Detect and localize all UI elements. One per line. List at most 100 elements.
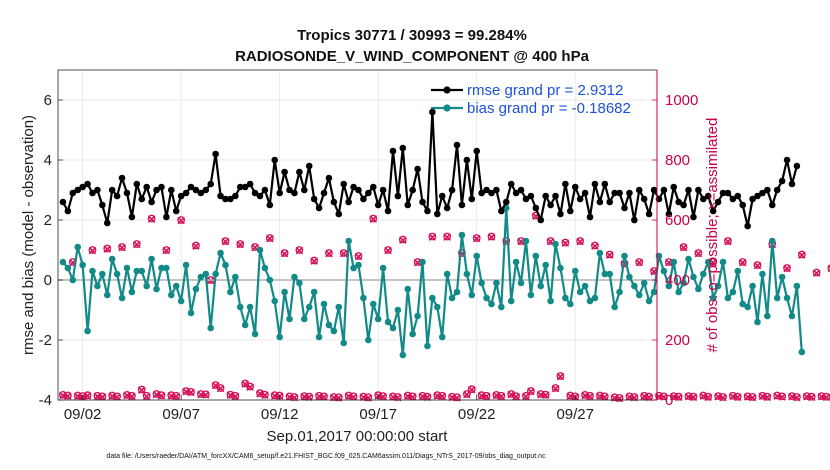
x-axis-ticks: 09/02 09/07 09/12 09/17 09/22 09/27 <box>64 395 594 423</box>
obs-assimilated-point <box>798 251 806 259</box>
rmse-point <box>517 186 525 194</box>
obs-possible-point <box>147 214 156 223</box>
rmse-point <box>719 189 727 197</box>
bias-point <box>246 303 254 311</box>
obs-assimilated-point <box>734 393 742 402</box>
obs-possible-point <box>591 241 599 250</box>
rmse-point <box>167 186 175 194</box>
obs-possible-point <box>738 258 747 266</box>
bias-point <box>197 273 205 281</box>
obs-assimilated-point <box>472 234 481 243</box>
bias-point <box>749 282 756 290</box>
rmse-point <box>793 162 801 170</box>
rmse-point <box>547 201 554 209</box>
bias-point <box>182 261 190 269</box>
rmse-point <box>463 156 471 164</box>
bias-point <box>547 297 554 305</box>
obs-assimilated-point <box>408 393 417 401</box>
bias-point <box>69 276 77 284</box>
obs-possible-point <box>325 249 333 257</box>
bias-point <box>478 279 485 287</box>
obs-assimilated-point <box>487 233 496 241</box>
obs-possible-point <box>689 392 698 401</box>
bias-point <box>562 294 569 302</box>
bias-point <box>709 294 717 302</box>
obs-assimilated-point <box>320 393 328 401</box>
obs-possible-point <box>482 391 491 400</box>
bias-point <box>434 303 441 311</box>
rmse-point <box>783 156 791 164</box>
obs-possible-point <box>748 393 757 401</box>
data-file-footnote: data file: /Users/raeder/DAI/ATM_forcXX/… <box>106 453 546 460</box>
obs-possible-point <box>487 232 496 241</box>
bias-point <box>335 303 343 311</box>
rmse-point <box>675 198 682 206</box>
obs-possible-point <box>187 387 195 396</box>
obs-assimilated-point <box>118 243 126 252</box>
x-tick-label: 09/22 <box>458 406 496 423</box>
rmse-point <box>202 186 210 194</box>
rmse-point <box>429 108 436 116</box>
rmse-point <box>419 198 426 206</box>
bias-point <box>227 288 234 296</box>
rmse-point <box>291 189 298 197</box>
x-tick-label: 09/02 <box>64 406 102 423</box>
rmse-point <box>729 195 737 203</box>
obs-assimilated-point <box>679 243 688 252</box>
x-tick-label: 09/27 <box>556 406 594 423</box>
rmse-point <box>340 180 348 188</box>
obs-possible-point <box>561 238 570 247</box>
obs-possible-point <box>453 393 461 402</box>
rmse-point <box>695 186 702 194</box>
bias-point <box>103 291 111 299</box>
bias-point <box>660 267 668 275</box>
rmse-point <box>640 195 648 203</box>
obs-possible-point <box>674 392 683 401</box>
obs-assimilated-point <box>660 393 668 401</box>
rmse-point <box>192 186 200 194</box>
rmse-point <box>483 186 490 194</box>
obs-assimilated-point <box>98 393 107 401</box>
obs-possible-point <box>546 237 555 245</box>
legend-bias-label: bias grand pr = -0.18682 <box>467 100 631 117</box>
obs-possible-point <box>177 216 186 224</box>
rmse-point <box>74 186 82 194</box>
rmse-point <box>315 204 323 212</box>
bias-point <box>222 261 229 269</box>
rmse-point <box>163 213 170 221</box>
obs-assimilated-point <box>497 392 506 401</box>
rmse-point <box>650 186 658 194</box>
bias-point <box>379 264 387 272</box>
rmse-point <box>236 183 244 191</box>
rmse-point <box>498 207 505 215</box>
obs-possible-point <box>280 249 289 257</box>
rmse-point <box>596 198 604 206</box>
bias-point <box>256 246 264 254</box>
bias-point <box>754 318 761 326</box>
obs-possible-point <box>113 392 122 401</box>
rmse-point <box>374 201 382 209</box>
bias-point <box>768 237 776 245</box>
bias-point <box>567 300 574 308</box>
obs-possible-point <box>541 390 550 399</box>
obs-assimilated-point <box>753 261 762 270</box>
rmse-point <box>241 183 249 191</box>
obs-assimilated-point <box>645 393 653 402</box>
rmse-point <box>616 189 623 197</box>
obs-assimilated-point <box>428 233 437 241</box>
bias-point <box>468 291 476 299</box>
obs-assimilated-point <box>162 246 171 255</box>
rmse-point <box>626 189 633 197</box>
rmse-point <box>246 180 254 188</box>
rmse-point <box>522 195 530 203</box>
bias-point <box>251 330 259 338</box>
rmse-point <box>635 186 643 194</box>
obs-assimilated-point <box>187 388 195 397</box>
obs-assimilated-point <box>512 392 520 401</box>
obs-possible-point <box>724 237 732 245</box>
obs-assimilated-point <box>527 387 535 396</box>
obs-possible-point <box>807 392 816 401</box>
right-tick-label: 400 <box>665 272 690 289</box>
left-tick-label: 0 <box>44 272 52 289</box>
bias-point <box>345 237 352 245</box>
